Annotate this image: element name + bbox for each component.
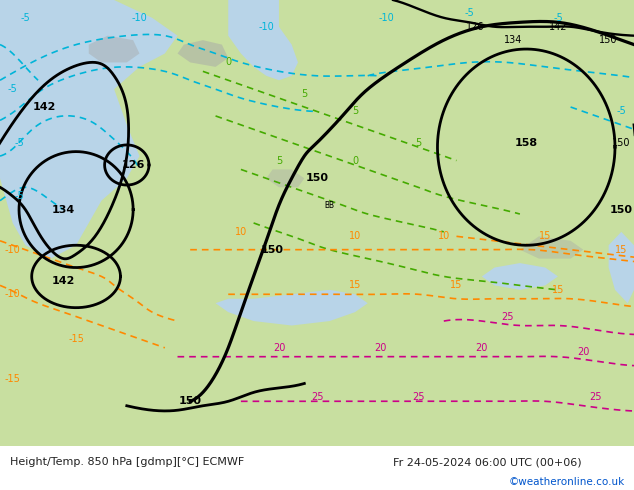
Text: -5: -5 [20, 13, 30, 23]
Text: 5: 5 [415, 138, 422, 147]
Text: Fr 24-05-2024 06:00 UTC (00+06): Fr 24-05-2024 06:00 UTC (00+06) [393, 457, 582, 467]
Text: 15: 15 [349, 280, 361, 291]
Polygon shape [482, 263, 558, 290]
Text: -15: -15 [4, 374, 21, 384]
Text: 25: 25 [311, 392, 323, 402]
Text: 10: 10 [235, 227, 247, 237]
Text: 150: 150 [610, 204, 633, 215]
Text: 150: 150 [306, 173, 328, 183]
Text: 150: 150 [261, 245, 284, 255]
Text: 20: 20 [476, 343, 488, 353]
Text: 126: 126 [466, 22, 485, 32]
Text: 5: 5 [301, 89, 307, 98]
Polygon shape [216, 290, 368, 325]
Text: Height/Temp. 850 hPa [gdmp][°C] ECMWF: Height/Temp. 850 hPa [gdmp][°C] ECMWF [10, 457, 243, 467]
Text: 20: 20 [273, 343, 285, 353]
Text: 126: 126 [122, 160, 145, 170]
Text: 0: 0 [352, 155, 358, 166]
Text: -5: -5 [464, 8, 474, 19]
Text: ©weatheronline.co.uk: ©weatheronline.co.uk [508, 477, 624, 487]
Text: 158: 158 [515, 138, 538, 147]
Text: -10: -10 [5, 289, 20, 299]
Text: 134: 134 [52, 204, 75, 215]
Text: 0: 0 [225, 57, 231, 68]
Text: 20: 20 [374, 343, 387, 353]
Text: 5: 5 [276, 155, 282, 166]
Polygon shape [178, 40, 228, 67]
Text: 142: 142 [52, 276, 75, 286]
Text: -5: -5 [14, 138, 24, 147]
Text: 25: 25 [412, 392, 425, 402]
Text: -5: -5 [8, 84, 18, 94]
Text: 10: 10 [349, 231, 361, 242]
Text: 15: 15 [539, 231, 552, 242]
Polygon shape [520, 236, 583, 259]
Text: 150: 150 [599, 35, 618, 45]
Polygon shape [266, 170, 304, 187]
Text: 25: 25 [501, 312, 514, 321]
Text: 15: 15 [552, 285, 564, 295]
Polygon shape [228, 0, 298, 80]
Text: -10: -10 [5, 245, 20, 255]
Text: -10: -10 [379, 13, 394, 23]
Text: 5: 5 [352, 106, 358, 117]
Text: 25: 25 [590, 392, 602, 402]
Text: 150: 150 [179, 396, 202, 406]
Polygon shape [89, 36, 139, 62]
Text: 20: 20 [577, 347, 590, 357]
Text: -5: -5 [553, 13, 563, 23]
Text: -5: -5 [14, 191, 24, 201]
Text: 134: 134 [505, 35, 522, 45]
Text: 10: 10 [437, 231, 450, 242]
Text: 15: 15 [450, 280, 463, 291]
Polygon shape [0, 0, 178, 259]
Text: -10: -10 [132, 13, 147, 23]
Text: BB: BB [325, 200, 335, 210]
Text: -10: -10 [259, 22, 274, 32]
Text: 150: 150 [612, 138, 631, 147]
Text: -15: -15 [68, 334, 84, 344]
Text: 142: 142 [33, 102, 56, 112]
Text: 15: 15 [615, 245, 628, 255]
Text: 142: 142 [548, 22, 567, 32]
Text: -5: -5 [616, 106, 626, 117]
Polygon shape [609, 232, 634, 303]
